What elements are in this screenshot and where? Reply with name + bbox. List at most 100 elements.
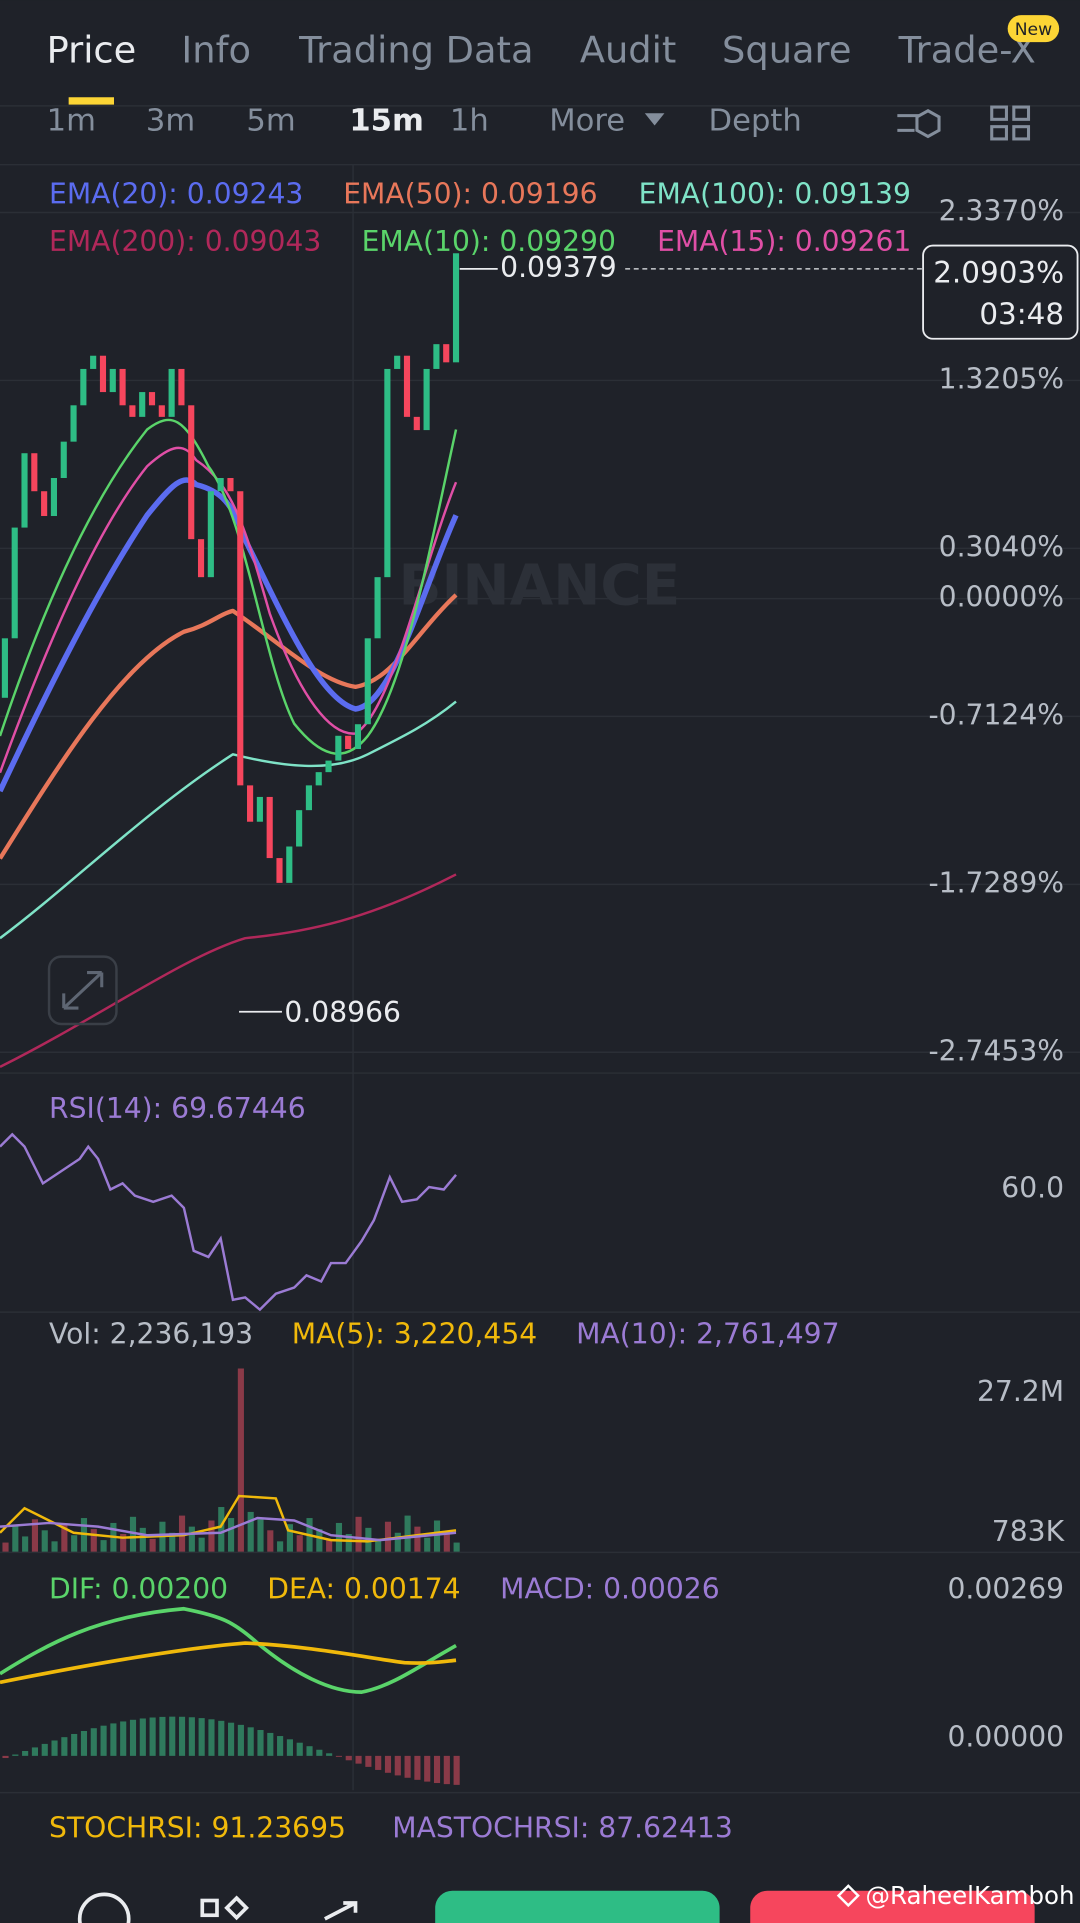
tab[interactable]: Trading Data xyxy=(298,28,533,71)
ema-label: EMA(50): 0.09196 xyxy=(343,177,597,210)
macd-bar xyxy=(178,1716,186,1756)
layout-icon[interactable] xyxy=(990,105,1031,141)
dea-line xyxy=(0,1641,457,1685)
interval[interactable]: 1m xyxy=(47,103,96,138)
candle xyxy=(60,441,67,479)
expand-button[interactable] xyxy=(47,955,118,1026)
macd-bar xyxy=(129,1719,137,1756)
credit: @RaheelKamboh xyxy=(865,1881,1074,1910)
interval[interactable]: 15m xyxy=(349,103,424,138)
macd-bar xyxy=(120,1721,127,1756)
candle xyxy=(31,453,38,492)
macd-bar xyxy=(110,1723,117,1756)
ema-label: EMA(200): 0.09043 xyxy=(49,225,321,258)
candle xyxy=(325,760,332,773)
candle xyxy=(286,846,293,883)
candle xyxy=(139,392,146,417)
tab[interactable]: Square xyxy=(722,28,851,71)
volume-bar xyxy=(22,1536,29,1553)
depth[interactable]: Depth xyxy=(709,103,802,138)
vol-axis: 27.2M xyxy=(977,1375,1064,1408)
macd-bar xyxy=(22,1750,29,1756)
volume-bar xyxy=(355,1516,362,1553)
macd-bar xyxy=(365,1755,372,1767)
candle xyxy=(70,405,77,442)
candle xyxy=(178,368,185,406)
price-axis-label: -2.7453% xyxy=(928,1034,1064,1067)
volume-bar xyxy=(345,1533,352,1553)
volume-bar xyxy=(188,1526,195,1553)
macd-bar xyxy=(335,1755,343,1757)
macd-bar xyxy=(218,1720,225,1756)
volume-bar xyxy=(218,1507,225,1553)
vol-ma10 xyxy=(0,1516,457,1542)
volume-bar xyxy=(375,1538,382,1553)
volume-bar xyxy=(384,1521,392,1553)
candle xyxy=(207,491,214,578)
countdown: 03:48 xyxy=(979,297,1064,331)
dif-line xyxy=(0,1606,457,1694)
macd-bar xyxy=(443,1755,450,1785)
candle xyxy=(374,577,381,639)
volume-bar xyxy=(433,1520,441,1553)
nav-icon[interactable] xyxy=(77,1892,131,1923)
settings-icon[interactable] xyxy=(897,108,941,139)
macd-bar xyxy=(384,1755,392,1773)
volume-bar xyxy=(208,1520,215,1553)
macd-bar xyxy=(159,1716,166,1756)
volume-bar xyxy=(71,1535,78,1553)
buy-button[interactable] xyxy=(435,1890,720,1923)
sell-button[interactable] xyxy=(750,1890,1035,1923)
candle xyxy=(276,858,283,883)
interval[interactable]: 3m xyxy=(146,103,195,138)
macd-axis: 0.00269 xyxy=(948,1572,1065,1605)
interval[interactable]: 1h xyxy=(450,103,489,138)
candle xyxy=(394,355,401,369)
candle xyxy=(41,491,48,517)
dif-label: DIF: 0.00200 xyxy=(49,1572,228,1605)
macd-bar xyxy=(198,1718,205,1756)
interval[interactable]: 5m xyxy=(246,103,295,138)
candle xyxy=(452,253,460,363)
macd-bar xyxy=(31,1747,39,1756)
ema-lines xyxy=(0,418,459,1069)
more[interactable]: More xyxy=(549,103,625,138)
candle xyxy=(266,796,273,859)
ema-label: EMA(10): 0.09290 xyxy=(362,225,616,258)
macd-label: MACD: 0.00026 xyxy=(500,1572,720,1605)
volume-bar xyxy=(12,1525,19,1553)
dea-label: DEA: 0.00174 xyxy=(267,1572,460,1605)
volume-bar xyxy=(198,1537,205,1553)
macd-bar xyxy=(100,1725,107,1756)
tab-indicator xyxy=(68,97,115,105)
macd-bar xyxy=(149,1717,156,1756)
macd-bar xyxy=(71,1733,78,1756)
volume-bar xyxy=(267,1530,274,1553)
macd-bar xyxy=(316,1749,323,1756)
price-axis-label: 0.3040% xyxy=(939,530,1064,563)
badge-bg xyxy=(1007,15,1060,43)
price-axis-label: -1.7289% xyxy=(928,866,1064,899)
volume-bar xyxy=(169,1532,176,1553)
macd-bar xyxy=(228,1722,235,1756)
candle xyxy=(80,368,87,406)
nav-icon[interactable] xyxy=(200,1895,358,1921)
volume-bar xyxy=(394,1532,401,1553)
candle xyxy=(364,638,371,725)
tab[interactable]: Audit xyxy=(580,28,676,71)
candle xyxy=(21,453,28,528)
macd-bar xyxy=(306,1746,313,1756)
macd-bar xyxy=(61,1737,68,1756)
volume-bar xyxy=(414,1526,421,1553)
macd-histogram xyxy=(2,1716,460,1785)
macd-bar xyxy=(80,1730,88,1756)
rsi-line xyxy=(0,1132,457,1312)
macd-bar xyxy=(267,1732,274,1756)
volume-bar xyxy=(139,1527,146,1553)
volume-bar xyxy=(335,1522,343,1553)
macd-bar xyxy=(433,1755,441,1784)
tab[interactable]: Price xyxy=(47,28,137,71)
tab[interactable]: Info xyxy=(181,28,251,71)
candle xyxy=(227,478,234,492)
